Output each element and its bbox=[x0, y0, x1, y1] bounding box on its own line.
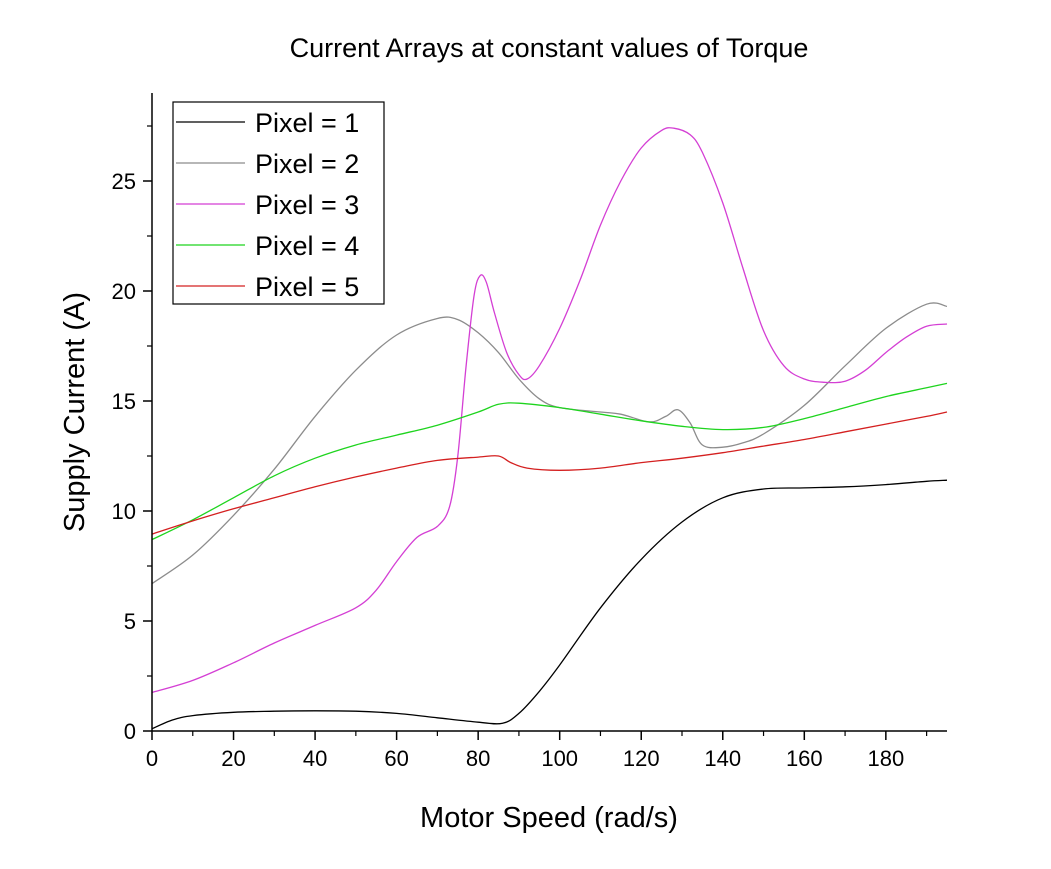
x-tick-label: 80 bbox=[466, 746, 490, 771]
legend-label: Pixel = 5 bbox=[255, 272, 359, 302]
x-tick-label: 160 bbox=[786, 746, 823, 771]
x-axis-title: Motor Speed (rad/s) bbox=[420, 802, 678, 834]
y-tick-label: 15 bbox=[112, 389, 136, 414]
series-line-pixel-3 bbox=[151, 127, 948, 694]
y-tick-label: 5 bbox=[124, 609, 136, 634]
series-layer bbox=[151, 127, 948, 730]
x-tick-label: 20 bbox=[221, 746, 245, 771]
legend-label: Pixel = 3 bbox=[255, 190, 359, 220]
x-tick-label: 140 bbox=[704, 746, 741, 771]
x-tick-label: 100 bbox=[541, 746, 578, 771]
x-tick-label: 0 bbox=[146, 746, 158, 771]
series-line-pixel-2 bbox=[151, 302, 948, 585]
series-line-pixel-5 bbox=[151, 411, 948, 535]
chart-title: Current Arrays at constant values of Tor… bbox=[290, 33, 809, 63]
plot-area: 0 20 40 60 80 100 120 140 160 180 0 5 10 15 20 25 bbox=[112, 93, 948, 771]
x-axis-ticks: 0 20 40 60 80 100 120 140 160 180 bbox=[146, 731, 928, 771]
x-tick-label: 120 bbox=[623, 746, 660, 771]
y-tick-label: 25 bbox=[112, 169, 136, 194]
y-axis-title: Supply Current (A) bbox=[59, 292, 91, 532]
x-tick-label: 40 bbox=[303, 746, 327, 771]
legend-box bbox=[172, 101, 385, 305]
series-line-pixel-4 bbox=[151, 382, 948, 541]
legend-label: Pixel = 4 bbox=[255, 231, 359, 261]
legend-label: Pixel = 2 bbox=[255, 149, 359, 179]
x-tick-label: 180 bbox=[867, 746, 904, 771]
legend: Pixel = 1 Pixel = 2 Pixel = 3 Pixel = 4 Pixe… bbox=[172, 101, 385, 305]
y-tick-label: 0 bbox=[124, 719, 136, 744]
legend-label: Pixel = 1 bbox=[255, 108, 359, 138]
y-axis-ticks: 0 5 10 15 20 25 bbox=[112, 125, 152, 744]
series-line-pixel-1 bbox=[151, 479, 948, 730]
y-tick-label: 10 bbox=[112, 499, 136, 524]
y-tick-label: 20 bbox=[112, 279, 136, 304]
x-tick-label: 60 bbox=[384, 746, 408, 771]
